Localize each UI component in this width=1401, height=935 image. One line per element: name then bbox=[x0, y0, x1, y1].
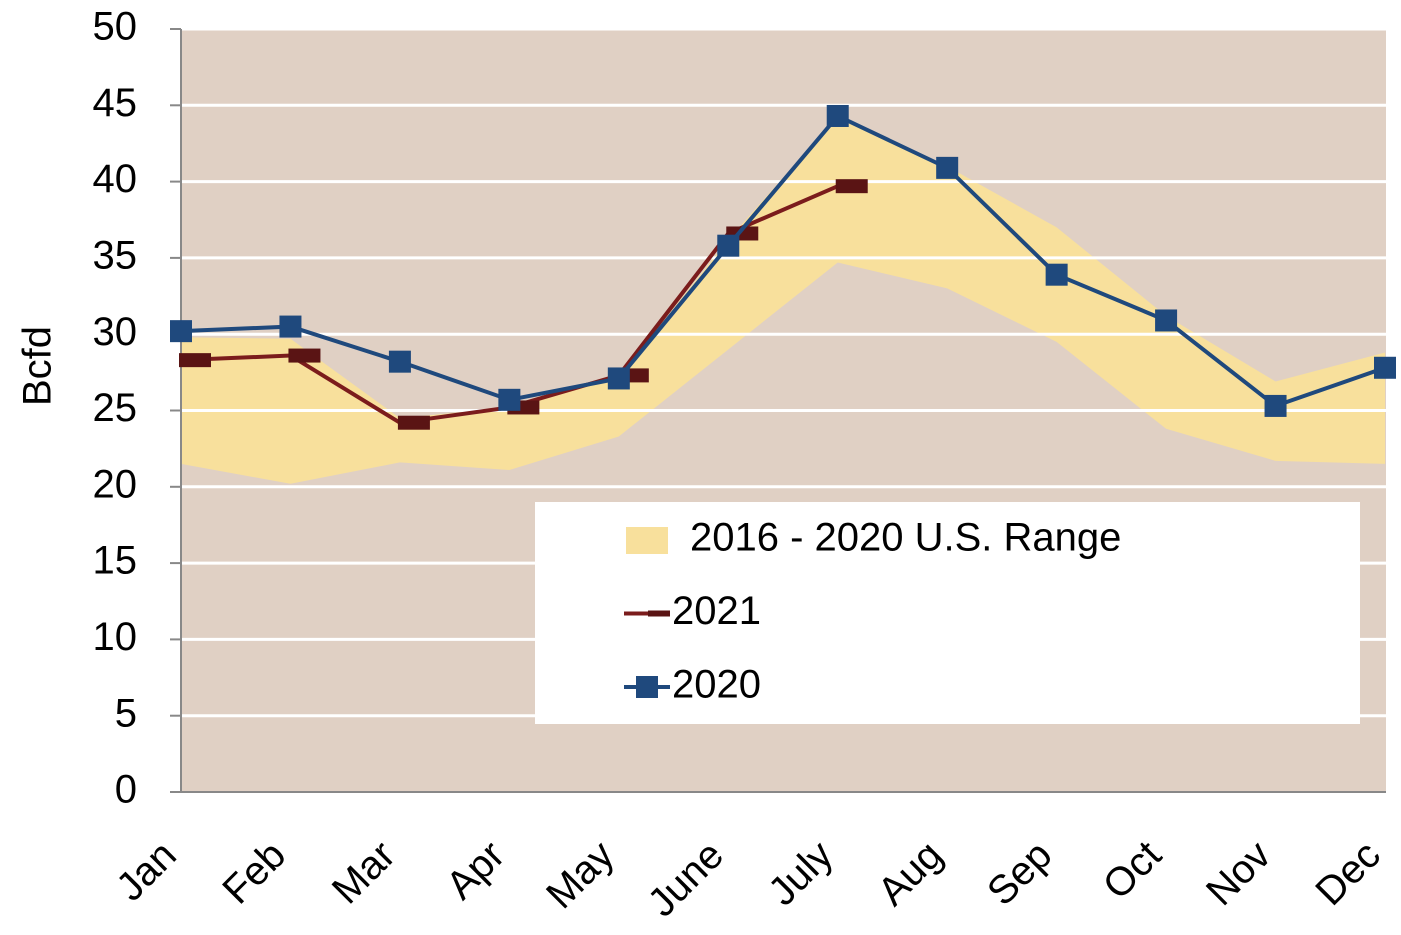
legend-swatch bbox=[626, 527, 668, 554]
x-tick-label: Jan bbox=[108, 833, 185, 910]
line bbox=[180, 113, 1386, 409]
y-tick-label: 20 bbox=[93, 462, 138, 506]
legend-label: 2021 bbox=[672, 589, 761, 633]
y-tick-label: 50 bbox=[93, 5, 138, 49]
y-tick-label: 40 bbox=[93, 157, 138, 201]
legend-label: 2016 - 2020 U.S. Range bbox=[690, 516, 1121, 560]
y-tick-label: 10 bbox=[93, 615, 138, 659]
x-tick-label: Aug bbox=[870, 833, 951, 914]
x-tick-label: Oct bbox=[1095, 833, 1170, 908]
legend-marker bbox=[648, 610, 670, 617]
marker bbox=[179, 353, 211, 368]
x-tick-label: Sep bbox=[979, 833, 1060, 914]
marker bbox=[835, 179, 868, 194]
y-tick-label: 0 bbox=[115, 768, 137, 812]
y-tick-label: 15 bbox=[93, 539, 138, 583]
marker bbox=[1045, 263, 1068, 286]
marker bbox=[717, 234, 740, 257]
marker bbox=[397, 415, 430, 430]
marker bbox=[279, 315, 302, 338]
legend-marker bbox=[636, 676, 658, 698]
y-tick-label: 30 bbox=[93, 310, 138, 354]
y-axis-label: Bcfd bbox=[16, 326, 60, 406]
y-tick-label: 45 bbox=[93, 81, 138, 125]
marker bbox=[288, 348, 321, 363]
range-band bbox=[181, 115, 1385, 484]
x-tick-label: Mar bbox=[324, 833, 404, 913]
x-tick-label: Apr bbox=[438, 833, 513, 908]
legend: 2016 - 2020 U.S. Range 2021 2020 bbox=[535, 502, 1360, 724]
x-tick-label: June bbox=[640, 833, 732, 925]
marker bbox=[826, 104, 849, 127]
marker bbox=[936, 156, 959, 179]
marker bbox=[1374, 356, 1396, 379]
x-tick-label: May bbox=[538, 833, 623, 918]
y-tick-label: 35 bbox=[93, 233, 138, 277]
y-tick-label: 25 bbox=[93, 386, 138, 430]
x-tick-label: Nov bbox=[1198, 833, 1279, 914]
marker bbox=[1155, 309, 1178, 332]
legend-box bbox=[535, 502, 1360, 724]
marker bbox=[388, 350, 411, 373]
marker bbox=[170, 320, 192, 343]
legend-label: 2020 bbox=[672, 663, 761, 707]
marker bbox=[607, 367, 630, 390]
x-tick-label: July bbox=[760, 833, 841, 914]
x-tick-label: Dec bbox=[1307, 833, 1388, 914]
marker bbox=[1264, 394, 1287, 417]
x-tick-label: Feb bbox=[214, 833, 294, 913]
marker bbox=[498, 388, 521, 411]
y-tick-label: 5 bbox=[115, 691, 137, 735]
